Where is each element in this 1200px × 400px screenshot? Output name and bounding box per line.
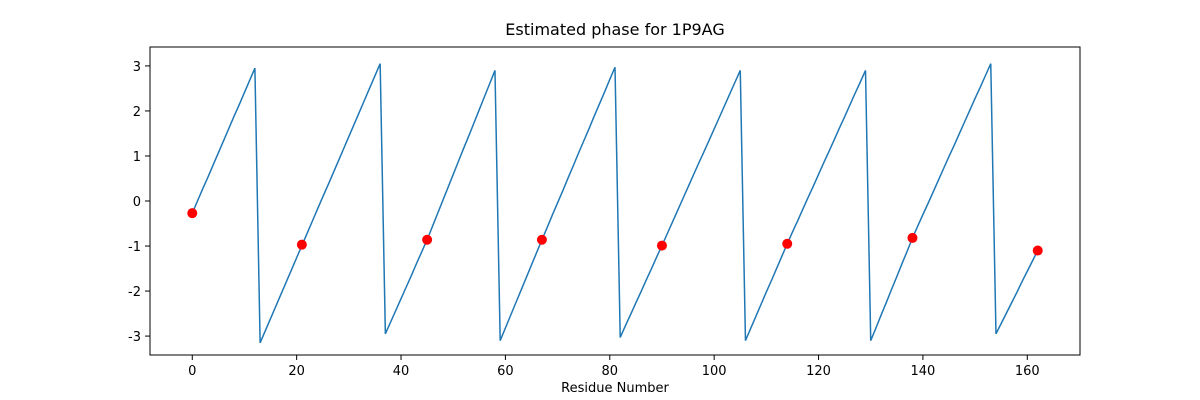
x-tick-label: 20	[288, 364, 305, 379]
chart-title: Estimated phase for 1P9AG	[505, 20, 724, 39]
x-tick-label: 0	[188, 364, 196, 379]
x-tick-label: 120	[806, 364, 831, 379]
x-tick-label: 80	[602, 364, 619, 379]
x-axis-label: Residue Number	[561, 381, 669, 396]
x-tick-label: 60	[497, 364, 514, 379]
marker	[1032, 245, 1043, 256]
plot-frame	[149, 46, 1081, 356]
y-tick-label: 0	[133, 195, 141, 210]
y-tick-label: -2	[128, 285, 141, 300]
y-tick-label: -1	[128, 240, 141, 255]
x-tick-label: 160	[1015, 364, 1040, 379]
marker	[296, 239, 307, 250]
x-tick-label: 40	[393, 364, 410, 379]
marker	[907, 232, 918, 243]
marker	[782, 238, 793, 249]
y-tick-label: 3	[133, 60, 141, 75]
marker	[187, 208, 198, 219]
y-tick-label: 2	[133, 105, 141, 120]
marker	[656, 240, 667, 251]
marker	[536, 234, 547, 245]
x-tick-label: 140	[910, 364, 935, 379]
x-tick-label: 100	[702, 364, 727, 379]
marker	[422, 234, 433, 245]
y-tick-label: -3	[128, 330, 141, 345]
phase-line	[191, 63, 1039, 344]
y-tick-label: 1	[133, 150, 141, 165]
